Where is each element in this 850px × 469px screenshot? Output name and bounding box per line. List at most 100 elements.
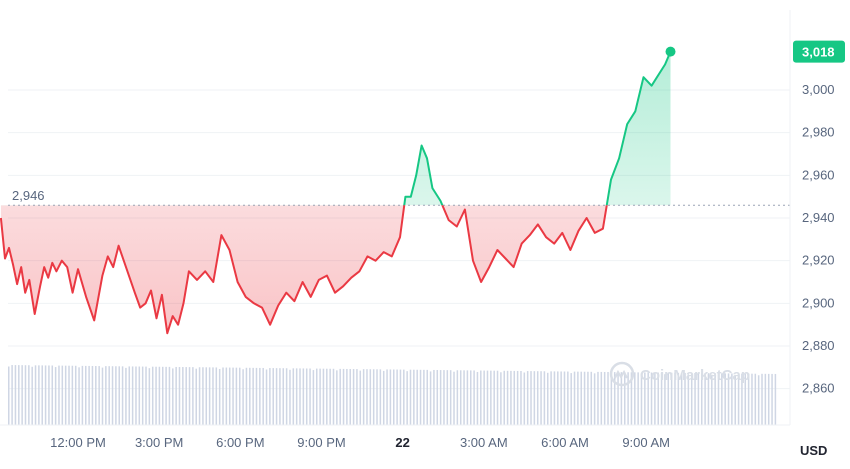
volume-bar xyxy=(339,368,341,425)
volume-bar xyxy=(530,371,532,425)
current-price-dot[interactable] xyxy=(665,46,676,57)
y-tick-label: 2,860 xyxy=(802,381,835,396)
volume-bar xyxy=(496,370,499,425)
volume-bar xyxy=(14,365,17,425)
watermark-text: CoinMarketCap xyxy=(640,367,750,384)
area-fill-down xyxy=(0,205,671,334)
volume-bar xyxy=(285,368,288,425)
volume-bar xyxy=(734,374,736,425)
volume-bar xyxy=(305,368,308,425)
volume-bar xyxy=(232,367,234,425)
volume-bar xyxy=(634,372,636,425)
volume-bar xyxy=(483,370,485,425)
volume-bar xyxy=(627,372,629,425)
volume-bar xyxy=(617,373,619,425)
volume-bar xyxy=(162,366,164,425)
volume-bar xyxy=(436,370,439,425)
volume-bar xyxy=(151,366,154,425)
volume-bar xyxy=(721,373,723,425)
volume-bar xyxy=(68,365,70,425)
volume-bar xyxy=(101,367,104,425)
volume-bar xyxy=(409,369,412,425)
volume-bar xyxy=(587,371,589,425)
volume-bar xyxy=(751,373,753,425)
volume-bar xyxy=(48,365,50,425)
volume-bar xyxy=(711,374,713,425)
volume-bar xyxy=(660,372,663,425)
x-tick-label: 9:00 PM xyxy=(297,435,345,450)
x-tick-label: 3:00 PM xyxy=(135,435,183,450)
volume-bar xyxy=(520,370,522,425)
volume-bar xyxy=(128,366,131,425)
volume-bar xyxy=(326,368,328,425)
volume-bar xyxy=(309,368,311,425)
volume-bar xyxy=(95,366,97,425)
volume-bar xyxy=(135,366,137,425)
volume-bar xyxy=(536,371,539,425)
volume-bar xyxy=(593,373,596,425)
volume-bar xyxy=(158,366,161,425)
x-tick-label: 3:00 AM xyxy=(460,435,508,450)
baseline-label: 2,946 xyxy=(12,188,45,203)
volume-bar xyxy=(262,367,264,425)
volume-bar xyxy=(577,371,579,425)
volume-bar xyxy=(694,373,696,425)
volume-bar xyxy=(175,366,177,425)
volume-bar xyxy=(449,370,452,425)
volume-bar xyxy=(349,368,351,425)
current-price-label: 3,018 xyxy=(802,45,835,60)
volume-bar xyxy=(292,368,295,425)
volume-bar xyxy=(513,370,516,425)
volume-bar xyxy=(630,372,633,425)
volume-bars xyxy=(8,365,777,425)
volume-bar xyxy=(620,372,623,425)
volume-bar xyxy=(212,367,214,425)
volume-bar xyxy=(476,371,479,425)
volume-bar xyxy=(138,366,141,425)
volume-bar xyxy=(426,369,428,425)
volume-bar xyxy=(131,366,134,425)
volume-bar xyxy=(717,373,720,425)
volume-bar xyxy=(195,368,197,425)
volume-bar xyxy=(225,367,228,425)
volume-bar xyxy=(275,368,278,425)
volume-bar xyxy=(670,372,673,425)
volume-bar xyxy=(269,368,271,425)
volume-bar xyxy=(767,373,770,425)
volume-bar xyxy=(312,370,315,425)
volume-bar xyxy=(105,366,107,425)
y-tick-label: 2,940 xyxy=(802,210,835,225)
volume-bar xyxy=(389,369,392,425)
volume-bar xyxy=(85,365,87,425)
volume-bar xyxy=(386,369,388,425)
volume-bar xyxy=(684,372,686,425)
volume-bar xyxy=(165,366,167,425)
volume-bar xyxy=(443,370,445,425)
volume-bar xyxy=(439,370,442,425)
volume-bar xyxy=(459,370,462,425)
volume-bar xyxy=(228,367,231,425)
x-tick-label: 6:00 PM xyxy=(216,435,264,450)
volume-bar xyxy=(677,372,680,425)
volume-bar xyxy=(557,371,559,425)
volume-bar xyxy=(690,372,693,425)
current-price-badge xyxy=(793,40,845,63)
volume-bar xyxy=(342,368,345,425)
volume-bar xyxy=(747,373,750,425)
volume-bar xyxy=(91,365,94,425)
volume-bar xyxy=(379,369,382,425)
volume-bar xyxy=(272,368,274,425)
x-tick-label: 12:00 PM xyxy=(50,435,106,450)
volume-bar xyxy=(141,366,144,425)
volume-bar xyxy=(610,372,613,425)
logo-mark xyxy=(614,369,628,379)
volume-bar xyxy=(249,367,251,425)
volume-bar xyxy=(71,365,74,425)
volume-bar xyxy=(24,365,27,425)
volume-bar xyxy=(362,369,365,425)
volume-bar xyxy=(222,367,224,425)
volume-bar xyxy=(252,367,254,425)
volume-bar xyxy=(198,367,201,425)
y-axis-ticks: 2,860 2,880 2,900 2,920 2,940 2,960 2,980 3,000 xyxy=(802,82,835,396)
